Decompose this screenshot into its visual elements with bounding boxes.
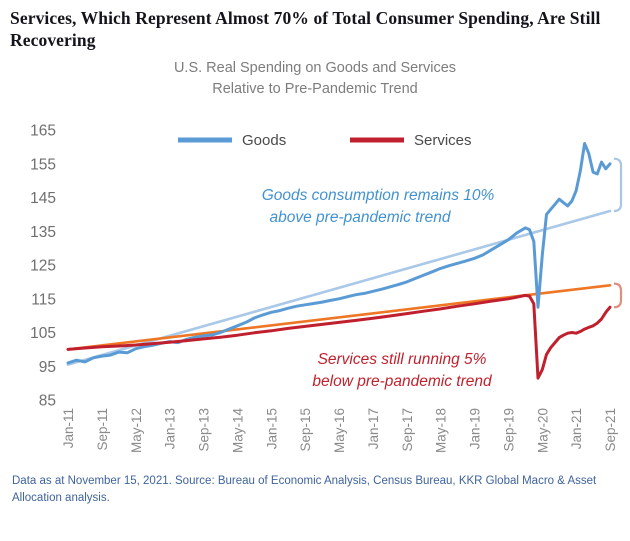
chart-headline: Services, Which Represent Almost 70% of …	[10, 8, 601, 50]
x-axis-tick-label: May-18	[434, 408, 449, 453]
x-axis-tick-label: Jan-11	[61, 408, 76, 448]
y-axis-tick-label: 115	[31, 291, 56, 308]
line-chart: Goods Services 165 155 145 135 125 115 105 95 85…	[30, 122, 623, 453]
legend-services-label: Services	[414, 132, 472, 149]
x-axis-tick-label: May-14	[230, 407, 245, 453]
chart-subtitle: U.S. Real Spending on Goods and Services…	[10, 58, 620, 100]
x-axis-tick-label: Sep-13	[197, 408, 212, 452]
x-axis-tick-label: May-20	[535, 408, 550, 453]
chart-legend: Goods Services	[178, 132, 472, 149]
x-axis-tick-label: Sep-19	[501, 408, 516, 452]
services-annotation-line2: below pre-pandemic trend	[312, 373, 493, 390]
source-note: Data as at November 15, 2021. Source: Bu…	[12, 474, 597, 505]
legend-goods-label: Goods	[242, 132, 286, 149]
y-axis-tick-label: 155	[30, 156, 56, 173]
series-line-goods-trend	[66, 209, 612, 366]
x-axis-tick-label: Sep-17	[400, 408, 415, 452]
y-axis-tick-label: 145	[30, 190, 56, 207]
chart-subtitle-line2: Relative to Pre-Pandemic Trend	[212, 80, 418, 97]
y-axis-tick-label: 135	[30, 224, 56, 241]
goods-annotation-line1: Goods consumption remains 10%	[262, 187, 495, 204]
x-axis-tick-label: Sep-11	[95, 408, 110, 451]
x-axis-tick-label: Jan-15	[264, 408, 279, 449]
services-gap-bracket	[613, 282, 623, 309]
y-axis-tick-label: 105	[30, 325, 56, 342]
y-axis-tick-label: 95	[39, 359, 56, 376]
series-line-services	[66, 293, 612, 380]
x-axis-tick-label: Jan-21	[569, 408, 584, 449]
axis-ticks-layer: 165 155 145 135 125 115 105 95 85 Jan-11 Sep-11 May…	[30, 122, 618, 453]
y-axis-tick-label: 85	[39, 392, 56, 409]
goods-gap-bracket	[613, 157, 623, 212]
series-line-goods	[66, 141, 612, 365]
x-axis-tick-label: Jan-17	[366, 408, 381, 449]
x-axis-tick-label: Jan-19	[468, 408, 483, 449]
y-axis-tick-label: 125	[30, 257, 56, 274]
gap-brackets-layer	[613, 157, 623, 309]
x-axis-tick-label: May-12	[129, 408, 144, 453]
x-axis-tick-label: May-16	[332, 408, 347, 453]
chart-subtitle-line1: U.S. Real Spending on Goods and Services	[173, 59, 457, 76]
x-axis-tick-label: Sep-15	[298, 408, 313, 452]
series-layer	[66, 141, 612, 380]
goods-annotation-line2: above pre-pandemic trend	[270, 209, 452, 226]
x-axis-tick-label: Jan-13	[163, 408, 178, 449]
services-annotation-line1: Services still running 5%	[318, 351, 487, 368]
x-axis-tick-label: Sep-21	[603, 408, 618, 452]
y-axis-tick-label: 165	[30, 122, 56, 139]
